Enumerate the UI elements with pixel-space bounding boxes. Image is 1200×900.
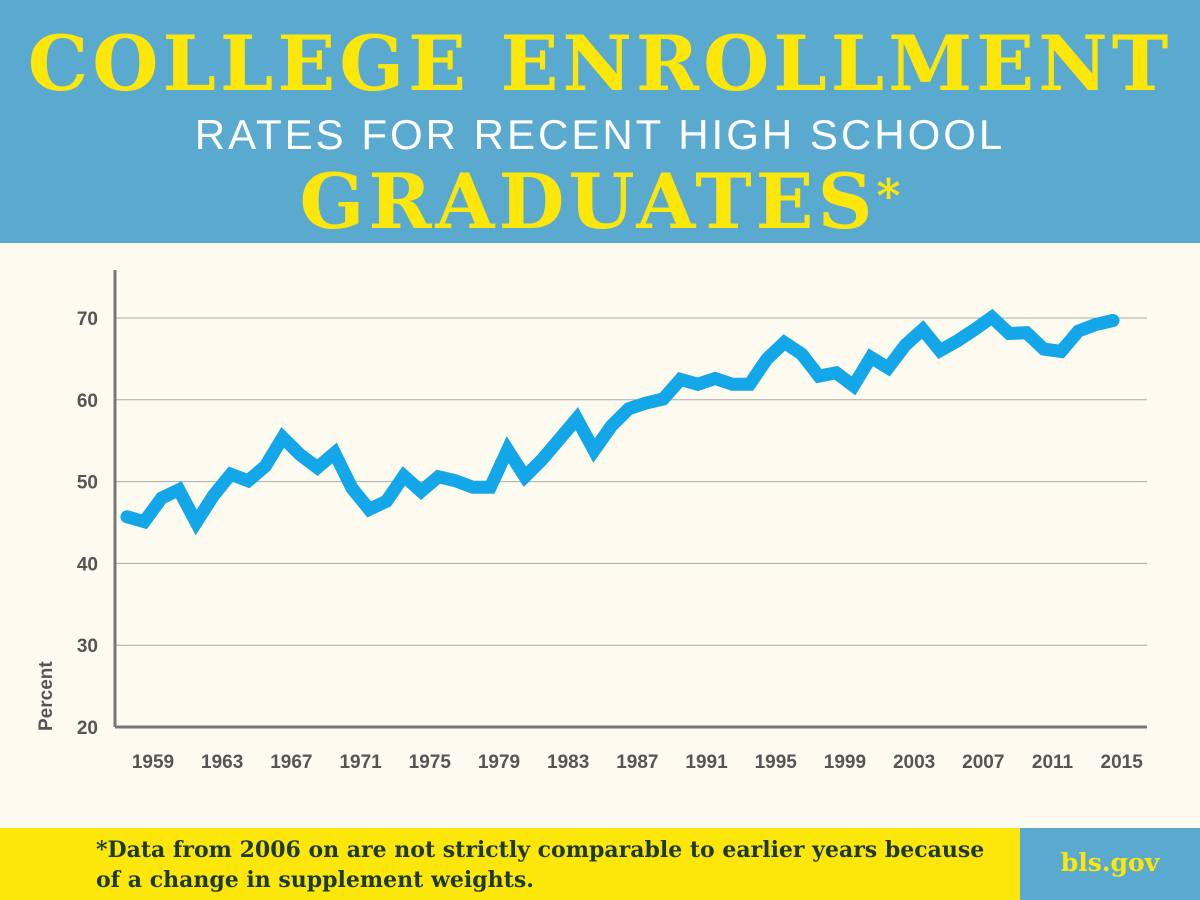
x-tick-label-1971: 1971 [339,752,382,773]
y-tick-label-50: 50 [77,473,98,494]
footnote-text: *Data from 2006 on are not strictly comp… [96,837,985,893]
x-tick-label-1999: 1999 [824,752,866,773]
x-tick-label-1995: 1995 [755,752,798,773]
y-tick-label-20: 20 [77,718,98,739]
title-graduates: GRADUATES* [0,160,1200,244]
source-site-link[interactable]: bls.gov [1060,848,1160,877]
title-main: COLLEGE ENROLLMENT [27,19,1173,108]
x-tick-label-1979: 1979 [478,752,520,773]
x-tick-label-1983: 1983 [547,752,589,773]
x-tick-label-2011: 2011 [1032,752,1074,773]
x-tick-label-1991: 1991 [685,752,728,773]
footnote-bar: *Data from 2006 on are not strictly comp… [0,828,1020,900]
x-tick-label-2003: 2003 [893,752,935,773]
title-banner: COLLEGE ENROLLMENT RATES FOR RECENT HIGH… [0,0,1200,244]
title-subtitle: RATES FOR RECENT HIGH SCHOOL [194,111,1006,158]
line-chart: 20 30 40 50 60 70 1959 1963 1967 1971 1975 1979 1983… [36,270,1147,773]
x-tick-label-1963: 1963 [201,752,243,773]
y-tick-label-60: 60 [77,391,98,412]
title-graduates-text: GRADUATES [299,157,877,246]
x-tick-label-2015: 2015 [1101,752,1144,773]
y-tick-label-40: 40 [77,554,98,575]
y-axis-label: Percent [36,661,57,731]
x-tick-label-1987: 1987 [616,752,658,773]
x-tick-label-1959: 1959 [132,752,174,773]
y-tick-label-30: 30 [77,636,98,657]
x-tick-label-1975: 1975 [409,752,452,773]
x-tick-label-1967: 1967 [270,752,312,773]
y-tick-label-70: 70 [77,309,98,330]
source-bar: bls.gov [1020,828,1200,900]
chart-area: 20 30 40 50 60 70 1959 1963 1967 1971 1975 1979 1983… [0,243,1200,828]
x-tick-label-2007: 2007 [962,752,1004,773]
series-line-enrollment [120,308,1120,536]
title-asterisk: * [876,169,901,223]
